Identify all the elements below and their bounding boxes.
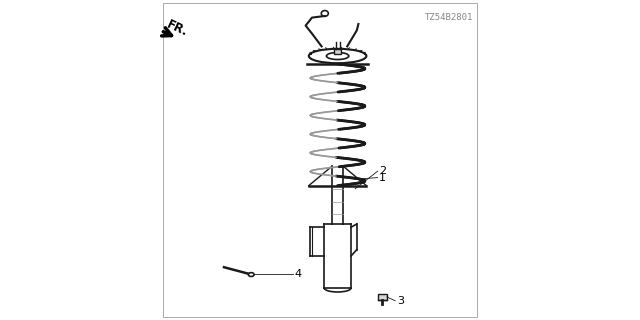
Text: FR.: FR. [164,18,190,38]
Text: 2: 2 [380,166,387,176]
Text: 3: 3 [397,296,404,306]
Text: TZ54B2801: TZ54B2801 [425,13,474,22]
Text: 1: 1 [380,172,386,183]
FancyBboxPatch shape [378,294,387,300]
Text: 4: 4 [294,268,301,279]
Bar [334,49,342,54]
